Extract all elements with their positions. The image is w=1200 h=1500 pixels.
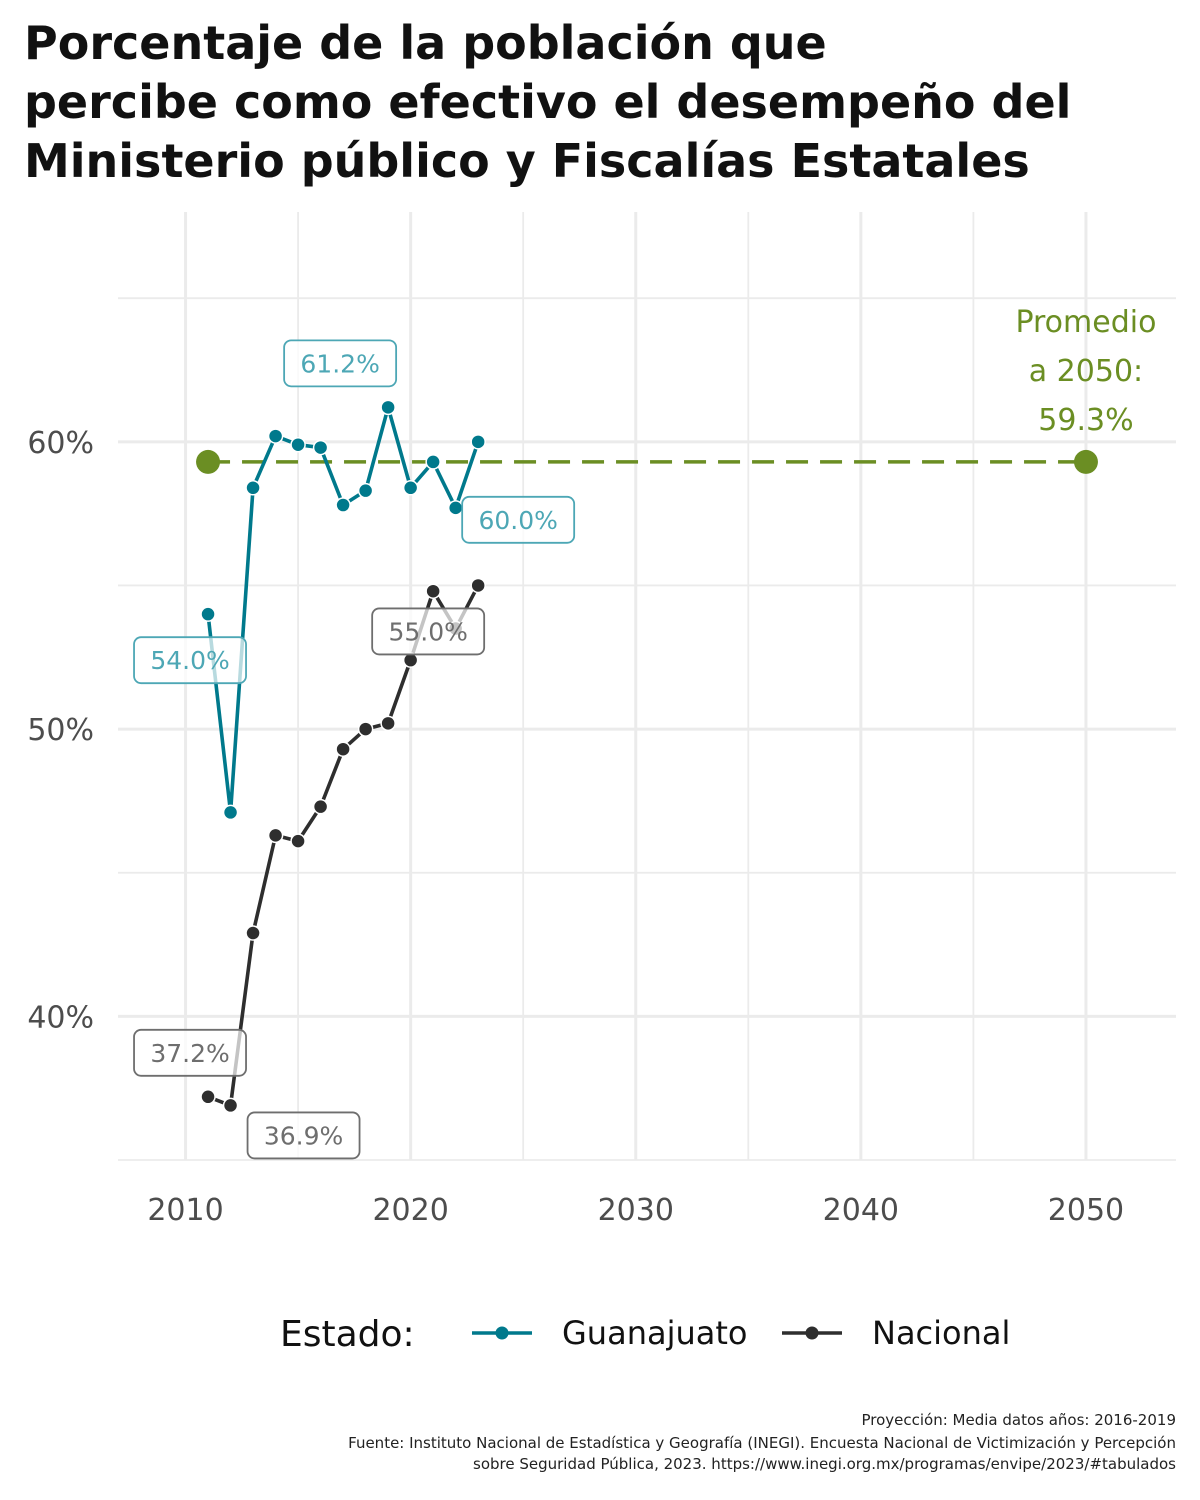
data-label: 60.0% bbox=[478, 506, 557, 535]
data-label-box bbox=[283, 339, 398, 388]
data-label-layer: 54.0% 61.2% 60.0% 37.2% 36.9% 55.0% bbox=[133, 339, 576, 1160]
x-tick-label: 2040 bbox=[823, 1193, 899, 1228]
series-point bbox=[290, 436, 306, 453]
series-point bbox=[425, 583, 441, 599]
series-point bbox=[402, 480, 419, 496]
projection-layer: Promedio a 2050: 59.3% bbox=[196, 305, 1156, 474]
series-point bbox=[245, 480, 261, 496]
series-point bbox=[470, 434, 486, 450]
series-point bbox=[200, 1089, 216, 1105]
series-point bbox=[447, 500, 464, 516]
legend-key-point bbox=[805, 1326, 819, 1340]
series-point bbox=[312, 439, 329, 456]
series-line bbox=[206, 583, 480, 1108]
series-point bbox=[290, 833, 306, 849]
projection-annotation-line: a 2050: bbox=[1029, 354, 1143, 389]
series-point bbox=[267, 428, 284, 444]
page-title: Porcentaje de la población que percibe c… bbox=[24, 14, 1174, 191]
y-tick-label: 50% bbox=[27, 713, 94, 748]
data-label: 61.2% bbox=[300, 349, 379, 378]
data-label-box bbox=[133, 636, 247, 685]
series-point bbox=[200, 606, 216, 622]
series-layer bbox=[200, 399, 486, 1114]
series-point bbox=[245, 925, 261, 941]
series-point bbox=[335, 497, 351, 513]
data-label-box bbox=[133, 1028, 247, 1077]
legend-key-point bbox=[495, 1326, 509, 1340]
y-tick-label: 60% bbox=[27, 426, 94, 461]
series-point bbox=[380, 399, 396, 416]
title-line-1: Porcentaje de la población que bbox=[24, 16, 827, 70]
data-label: 36.9% bbox=[264, 1121, 343, 1150]
series-point bbox=[267, 827, 284, 844]
data-label: 54.0% bbox=[150, 646, 229, 675]
x-tick-label: 2010 bbox=[147, 1193, 223, 1228]
series-point bbox=[312, 798, 329, 815]
x-tick-label: 2020 bbox=[372, 1193, 448, 1228]
data-label-box bbox=[246, 1111, 361, 1160]
projection-point bbox=[1073, 449, 1098, 474]
x-tick-label: 2030 bbox=[598, 1193, 674, 1228]
series-point bbox=[380, 715, 396, 732]
series-point bbox=[470, 577, 486, 594]
legend-entry-label: Nacional bbox=[872, 1314, 1010, 1352]
caption-source-line-2: sobre Seguridad Pública, 2023. https://w… bbox=[473, 1455, 1176, 1473]
projection-annotation-line: 59.3% bbox=[1038, 403, 1133, 438]
data-label-box bbox=[371, 607, 486, 656]
title-line-2: percibe como efectivo el desempeño del bbox=[24, 75, 1072, 129]
grid-lines bbox=[118, 212, 1176, 1161]
series-point bbox=[222, 1097, 239, 1114]
series-point bbox=[357, 482, 374, 499]
x-tick-label: 2050 bbox=[1048, 1193, 1124, 1228]
legend-entry-label: Guanajuato bbox=[562, 1314, 747, 1352]
caption-source-line-1: Fuente: Instituto Nacional de Estadístic… bbox=[348, 1434, 1176, 1452]
y-tick-label: 40% bbox=[27, 1000, 94, 1035]
caption-projection-note: Proyección: Media datos años: 2016-2019 bbox=[861, 1411, 1176, 1429]
series-point bbox=[222, 804, 239, 821]
data-label: 37.2% bbox=[150, 1039, 229, 1068]
title-line-3: Ministerio público y Fiscalías Estatales bbox=[24, 134, 1030, 188]
legend: Estado: Guanajuato Nacional bbox=[280, 1314, 1010, 1355]
data-label-box bbox=[461, 495, 576, 544]
series-point bbox=[357, 721, 374, 737]
data-label: 55.0% bbox=[388, 617, 467, 646]
projection-annotation-line: Promedio bbox=[1015, 305, 1156, 340]
series-point bbox=[425, 454, 441, 470]
projection-point bbox=[196, 449, 221, 474]
axis-tick-labels: 2010 2020 2030 2040 2050 40% 50% 60% bbox=[27, 426, 1124, 1228]
series-point bbox=[335, 741, 351, 757]
legend-title: Estado: bbox=[280, 1314, 415, 1355]
